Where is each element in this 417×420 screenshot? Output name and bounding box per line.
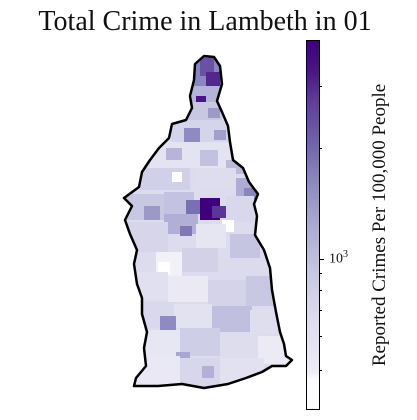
colorbar-gradient: [306, 40, 320, 410]
ward-region: [182, 248, 218, 272]
map-title: Total Crime in Lambeth in 01: [38, 6, 372, 37]
ward-region: [184, 128, 200, 142]
ward-region: [180, 226, 192, 236]
colorbar-minor-tick: [320, 310, 322, 311]
colorbar-tick-label: 103: [329, 249, 348, 267]
ward-region: [166, 148, 182, 160]
ward-region: [220, 334, 260, 358]
ward-region: [186, 200, 200, 214]
ward-region: [196, 96, 206, 104]
ward-region: [200, 58, 214, 76]
colorbar-minor-tick: [320, 336, 322, 337]
ward-region: [218, 258, 258, 280]
ward-region: [208, 280, 248, 306]
ward-region: [128, 222, 168, 252]
colorbar-label-text: Reported Crimes Per 100,000 People: [369, 83, 390, 367]
ward-region: [212, 206, 226, 218]
ward-region: [168, 276, 208, 302]
ward-region: [212, 306, 252, 332]
ward-region: [172, 172, 182, 182]
ward-region: [174, 304, 212, 328]
ward-region: [158, 262, 170, 274]
ward-region: [208, 108, 220, 118]
ward-region: [160, 316, 176, 330]
ward-region: [214, 130, 226, 140]
ward-region: [226, 196, 254, 222]
ward-region: [134, 272, 168, 300]
colorbar-minor-tick: [320, 148, 322, 149]
colorbar-major-tick: [320, 259, 324, 260]
ward-region: [200, 150, 218, 166]
borough-outline: [122, 54, 294, 390]
wards-layer: [124, 56, 292, 388]
ward-region: [144, 206, 160, 220]
ward-region: [202, 366, 214, 378]
ward-region: [206, 72, 220, 86]
ward-region: [230, 234, 260, 258]
choropleth-map: [122, 54, 294, 390]
colorbar-minor-tick: [320, 290, 322, 291]
colorbar-minor-tick: [320, 86, 322, 87]
ward-region: [196, 224, 226, 248]
ward-region: [196, 168, 236, 188]
colorbar-minor-tick: [320, 273, 322, 274]
colorbar: [306, 40, 324, 410]
ward-region: [140, 168, 190, 190]
ward-region: [150, 142, 240, 168]
colorbar-minor-tick: [320, 370, 322, 371]
ward-region: [250, 310, 280, 334]
ward-region: [180, 328, 220, 356]
